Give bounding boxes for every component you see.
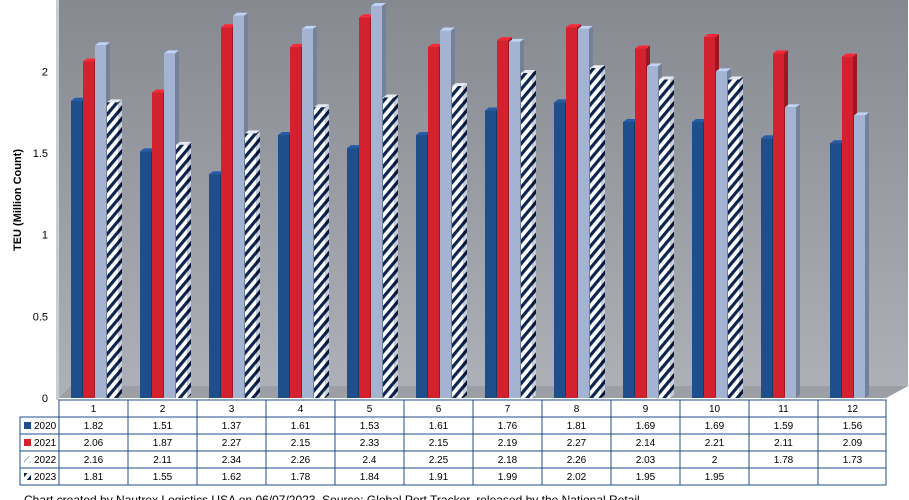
bar-2023-1 [107, 99, 122, 398]
table-cell-2021-9: 2.14 [636, 438, 656, 449]
table-cell-2022-2: 2.11 [153, 455, 172, 466]
bar-2022-12 [854, 112, 869, 398]
table-cell-2023-10: 1.95 [705, 472, 725, 483]
x-tick-label: 3 [229, 404, 235, 415]
x-tick-label: 11 [778, 404, 789, 415]
x-tick-label: 5 [367, 404, 373, 415]
table-cell-2022-8: 2.26 [567, 455, 587, 466]
legend-label-2020: 2020 [34, 421, 57, 432]
bar-2023-10 [728, 76, 743, 398]
table-cell-2020-10: 1.69 [705, 421, 725, 432]
table-cell-2023-4: 1.78 [291, 472, 311, 483]
legend-key-2023 [24, 473, 31, 480]
table-cell-2021-8: 2.27 [567, 438, 587, 449]
table-cell-2021-12: 2.09 [843, 438, 863, 449]
table-cell-2021-1: 2.06 [84, 438, 104, 449]
y-tick-label: 2 [42, 66, 48, 78]
x-tick-label: 4 [298, 404, 304, 415]
x-tick-label: 7 [505, 404, 511, 415]
y-tick-label: 1.5 [33, 148, 48, 160]
x-tick-label: 9 [643, 404, 649, 415]
bar-2023-2 [176, 141, 191, 399]
table-cell-2023-7: 1.99 [498, 472, 518, 483]
table-cell-2021-4: 2.15 [291, 438, 311, 449]
bar-2023-6 [452, 83, 467, 399]
table-cell-2022-7: 2.18 [498, 455, 518, 466]
table-cell-2022-5: 2.4 [363, 455, 377, 466]
x-tick-label: 2 [160, 404, 166, 415]
bars [71, 3, 869, 399]
legend-label-2022: 2022 [34, 455, 57, 466]
table-cell-2020-3: 1.37 [222, 421, 242, 432]
table-cell-2021-10: 2.21 [705, 438, 725, 449]
table-cell-2020-5: 1.53 [360, 421, 380, 432]
table-cell-2022-4: 2.26 [291, 455, 311, 466]
legend-label-2023: 2023 [34, 472, 57, 483]
table-cell-2023-8: 2.02 [567, 472, 587, 483]
table-cell-2021-3: 2.27 [222, 438, 242, 449]
y-tick-label: 0 [42, 393, 48, 405]
table-cell-2023-2: 1.55 [153, 472, 173, 483]
table-cell-2022-10: 2 [712, 455, 718, 466]
x-tick-label: 6 [436, 404, 442, 415]
table-cell-2021-7: 2.19 [498, 438, 518, 449]
table-cell-2023-5: 1.84 [360, 472, 380, 483]
legend-key-2020 [24, 422, 31, 429]
bar-2023-5 [383, 94, 398, 398]
table-cell-2023-9: 1.95 [636, 472, 656, 483]
x-tick-label: 8 [574, 404, 580, 415]
table-cell-2022-11: 1.78 [774, 455, 794, 466]
bar-2023-7 [521, 69, 536, 398]
table-cell-2021-5: 2.33 [360, 438, 380, 449]
table-cell-2021-11: 2.11 [774, 438, 793, 449]
table-cell-2022-3: 2.34 [222, 455, 242, 466]
chart-source-footer: Chart created by Nautrex Logistics USA o… [0, 488, 909, 500]
table-cell-2020-8: 1.81 [567, 421, 587, 432]
table-cell-2023-6: 1.91 [429, 472, 449, 483]
bar-2023-9 [659, 76, 674, 398]
table-cell-2020-1: 1.82 [84, 421, 104, 432]
table-cell-2021-2: 1.87 [153, 438, 173, 449]
table-cell-2022-9: 2.03 [636, 455, 656, 466]
x-tick-label: 1 [91, 404, 97, 415]
legend-key-2022 [24, 456, 31, 463]
plot-left-wall [56, 0, 59, 400]
bar-2023-3 [245, 130, 260, 398]
table-cell-2022-12: 1.73 [843, 455, 863, 466]
bar-2023-8 [590, 65, 605, 399]
table-cell-2022-6: 2.25 [429, 455, 449, 466]
bar-2023-4 [314, 104, 329, 399]
bar-2022-11 [785, 104, 800, 399]
y-tick-label: 1 [42, 230, 48, 242]
x-tick-label: 12 [847, 404, 859, 415]
y-axis-title: TEU (Million Count) [12, 149, 24, 251]
table-cell-2020-9: 1.69 [636, 421, 656, 432]
table-cell-2020-2: 1.51 [153, 421, 173, 432]
y-axis: 0 0.5 1 1.5 2 [33, 66, 48, 405]
y-tick-label: 0.5 [33, 311, 48, 323]
legend-key-2021 [24, 439, 31, 446]
table-cell-2020-12: 1.56 [843, 421, 863, 432]
table-cell-2023-1: 1.81 [84, 472, 104, 483]
x-tick-label: 10 [709, 404, 721, 415]
table-cell-2020-7: 1.76 [498, 421, 518, 432]
table-cell-2020-4: 1.61 [291, 421, 311, 432]
table-cell-2020-6: 1.61 [429, 421, 449, 432]
table-cell-2020-11: 1.59 [774, 421, 794, 432]
table-cell-2023-3: 1.62 [222, 472, 242, 483]
legend-label-2021: 2021 [34, 438, 57, 449]
table-cell-2021-6: 2.15 [429, 438, 449, 449]
table-cell-2022-1: 2.16 [84, 455, 104, 466]
